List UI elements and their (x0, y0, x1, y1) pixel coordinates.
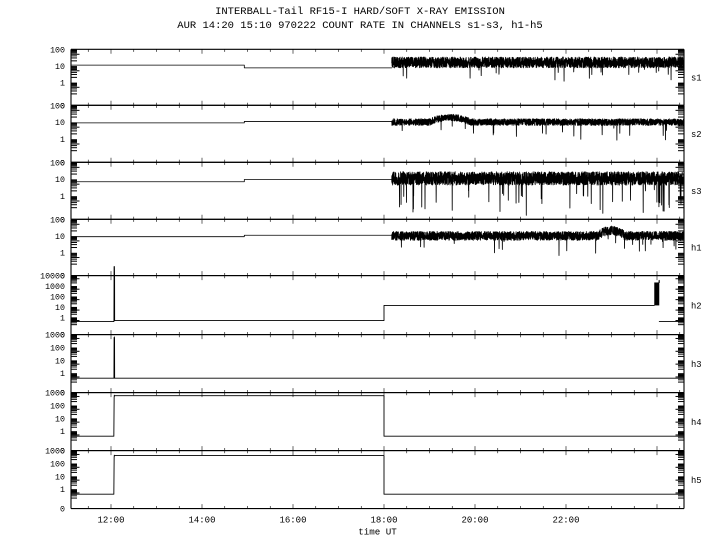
svg-text:10: 10 (55, 304, 65, 313)
svg-text:10: 10 (55, 63, 65, 72)
svg-text:1000: 1000 (45, 283, 65, 292)
svg-text:h2: h2 (691, 301, 702, 311)
svg-text:1000: 1000 (45, 448, 65, 457)
svg-text:1: 1 (60, 314, 65, 323)
svg-text:time UT: time UT (358, 527, 397, 538)
svg-text:1: 1 (60, 193, 65, 202)
svg-text:s1: s1 (691, 74, 702, 84)
svg-text:h1: h1 (691, 244, 702, 254)
svg-text:16:00: 16:00 (279, 516, 306, 526)
svg-text:100: 100 (50, 293, 65, 302)
svg-text:100: 100 (50, 460, 65, 469)
svg-text:18:00: 18:00 (370, 516, 397, 526)
svg-text:100: 100 (50, 402, 65, 411)
svg-text:h5: h5 (691, 476, 702, 486)
svg-text:10: 10 (55, 176, 65, 185)
svg-text:10: 10 (55, 357, 65, 366)
svg-text:AUR 14:20 15:10 970222 COUNT: AUR 14:20 15:10 970222 COUNT RATE IN CHA… (177, 20, 542, 32)
svg-text:100: 100 (50, 216, 65, 225)
svg-text:h4: h4 (691, 418, 702, 428)
svg-text:1000: 1000 (45, 332, 65, 341)
svg-text:h3: h3 (691, 360, 702, 370)
svg-text:10000: 10000 (40, 273, 65, 282)
svg-text:s3: s3 (691, 187, 702, 197)
svg-text:20:00: 20:00 (461, 516, 488, 526)
svg-text:INTERBALL-Tail RF15-I HARD/SOF: INTERBALL-Tail RF15-I HARD/SOFT X-RAY EM… (215, 6, 505, 18)
svg-text:10: 10 (55, 119, 65, 128)
svg-text:1: 1 (60, 486, 65, 495)
svg-text:10: 10 (55, 473, 65, 482)
svg-text:0: 0 (60, 506, 65, 515)
svg-text:100: 100 (50, 102, 65, 111)
svg-text:10: 10 (55, 233, 65, 242)
svg-text:1: 1 (60, 250, 65, 259)
svg-text:1000: 1000 (45, 390, 65, 399)
svg-text:10: 10 (55, 415, 65, 424)
svg-text:s2: s2 (691, 130, 702, 140)
svg-text:14:00: 14:00 (188, 516, 215, 526)
svg-text:100: 100 (50, 46, 65, 55)
svg-text:22:00: 22:00 (552, 516, 579, 526)
svg-text:100: 100 (50, 159, 65, 168)
svg-text:1: 1 (60, 370, 65, 379)
svg-text:1: 1 (60, 428, 65, 437)
svg-text:100: 100 (50, 344, 65, 353)
svg-text:1: 1 (60, 79, 65, 88)
svg-text:12:00: 12:00 (97, 516, 124, 526)
svg-text:1: 1 (60, 136, 65, 145)
